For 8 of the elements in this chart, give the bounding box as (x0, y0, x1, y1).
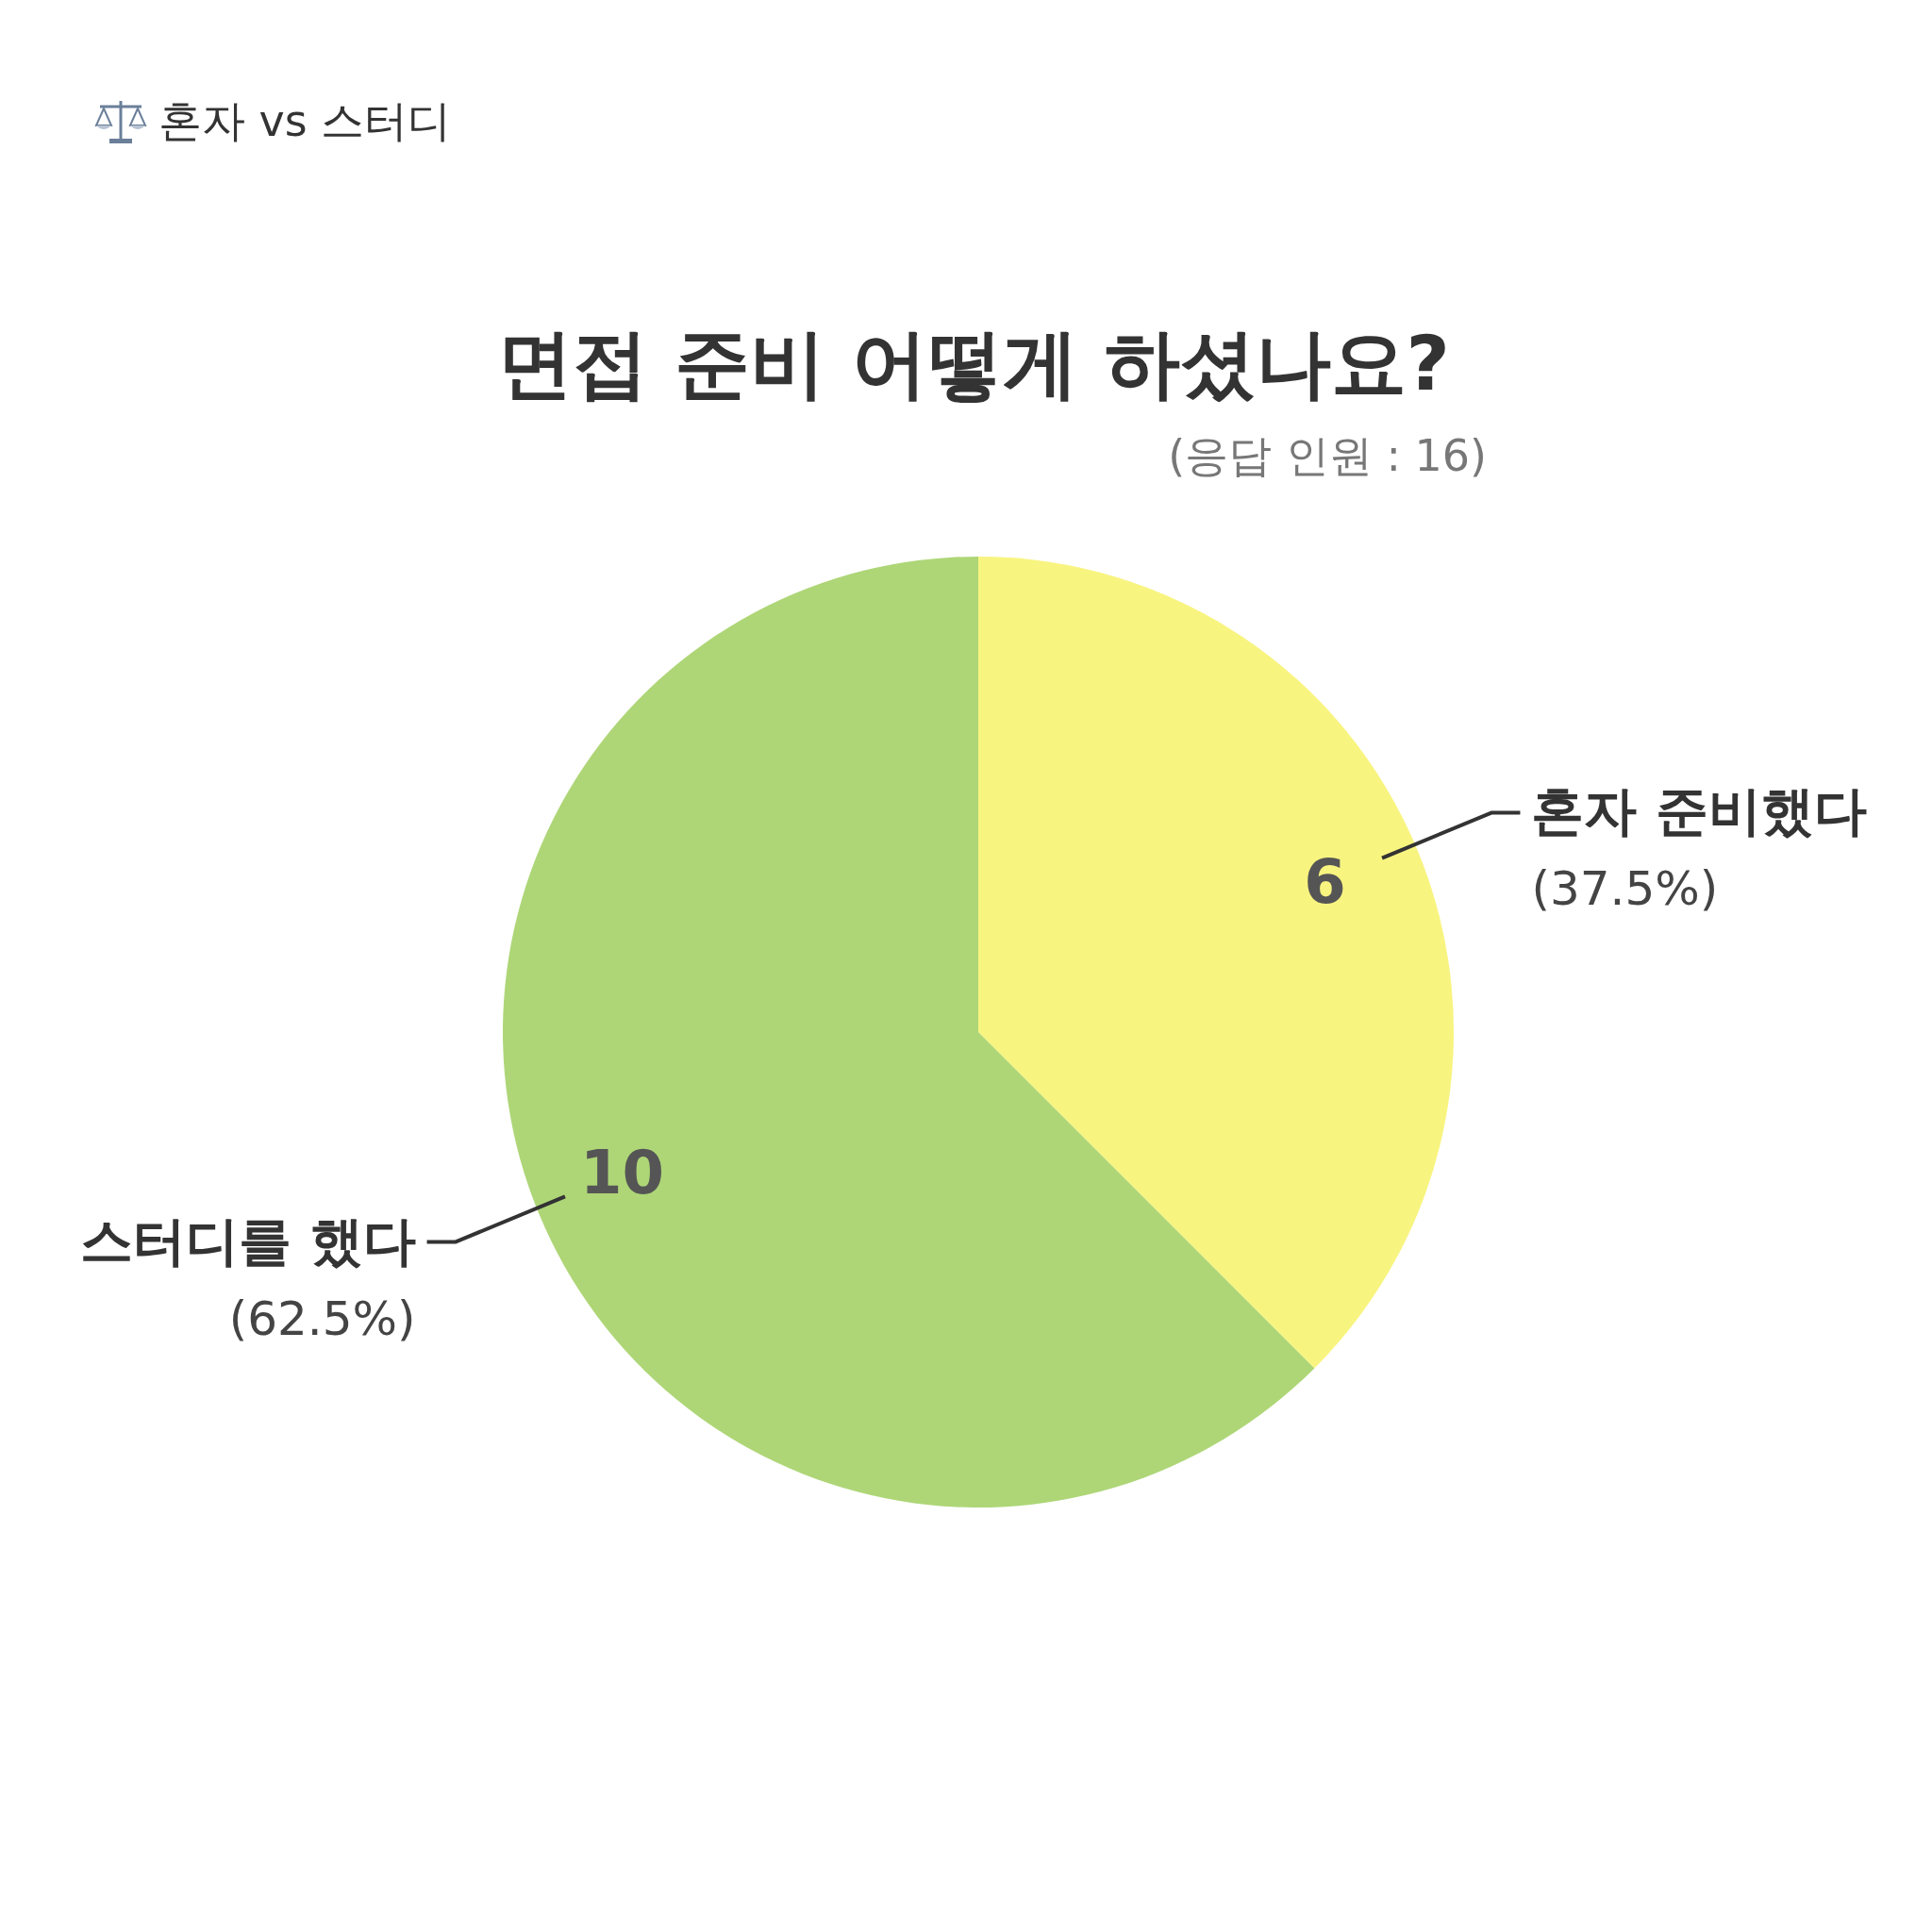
chart-subtitle: (응답 인원 : 16) (1168, 429, 1487, 483)
chart-title: 면접 준비 어떻게 하셨나요? (496, 319, 1451, 409)
text: 혼자 vs 스터디 (158, 94, 452, 148)
data-label: 6 (1304, 846, 1346, 917)
pie-slice (978, 557, 1454, 1369)
slice-label: 혼자 준비했다 (37.5%) (1531, 780, 1867, 917)
data-label: 10 (579, 1138, 665, 1208)
slice-label: 스터디를 했다 (62.5%) (80, 1209, 416, 1346)
